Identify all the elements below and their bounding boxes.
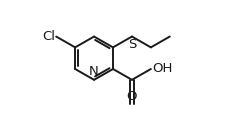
Text: OH: OH — [152, 63, 172, 75]
Text: N: N — [89, 65, 99, 79]
Text: Cl: Cl — [42, 30, 55, 43]
Text: S: S — [127, 38, 135, 51]
Text: O: O — [126, 90, 137, 103]
